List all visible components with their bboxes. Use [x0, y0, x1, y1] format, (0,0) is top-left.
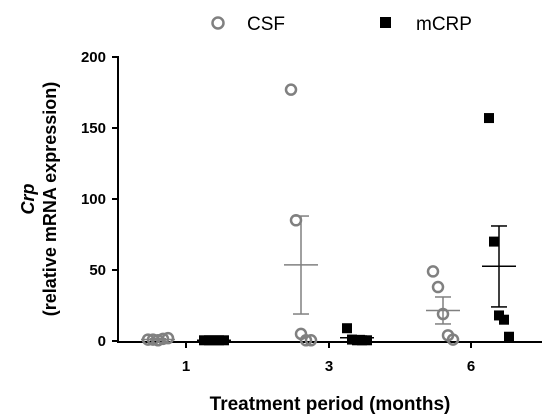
y-axis-label-text: (relative mRNA expression)	[40, 82, 60, 316]
y-tick-label: 50	[89, 262, 106, 279]
mcrp-point	[504, 331, 514, 342]
csf-point	[156, 332, 170, 346]
legend-csf-label: CSF	[247, 14, 285, 35]
y-ticks: 0 50 100 150 200	[81, 49, 118, 350]
csf-point	[426, 265, 440, 278]
legend: CSF mCRP	[211, 14, 472, 35]
x-ticks: 1 3 6	[182, 342, 475, 375]
csf-point	[161, 331, 175, 345]
csf-point	[436, 307, 450, 321]
y-axis-label-gene: Crp	[18, 183, 38, 214]
mcrp-point	[219, 335, 229, 346]
csf-point	[299, 334, 313, 347]
mcrp-point	[489, 236, 499, 247]
csf-point	[431, 280, 445, 294]
legend-mcrp-marker	[380, 17, 391, 28]
legend-mcrp-label: mCRP	[416, 14, 472, 35]
y-tick-label: 150	[81, 120, 106, 137]
x-tick-label: 6	[467, 358, 475, 375]
y-tick-label: 100	[81, 191, 106, 208]
mcrp-point	[499, 314, 509, 325]
csf-point	[446, 333, 460, 346]
csf-point	[289, 214, 303, 227]
y-axis-label: Crp	[18, 183, 38, 214]
csf-point	[304, 334, 318, 347]
data-marks	[141, 83, 516, 347]
y-tick-label: 0	[98, 333, 106, 350]
x-axis-label: Treatment period (months)	[210, 394, 451, 415]
mcrp-point	[342, 323, 352, 334]
mcrp-point	[362, 335, 372, 346]
csf-point	[284, 83, 298, 96]
y-tick-label: 200	[81, 49, 106, 66]
mcrp-point	[484, 113, 494, 124]
x-tick-label: 1	[182, 358, 190, 375]
x-tick-label: 3	[325, 358, 333, 375]
legend-csf-marker	[211, 16, 225, 30]
